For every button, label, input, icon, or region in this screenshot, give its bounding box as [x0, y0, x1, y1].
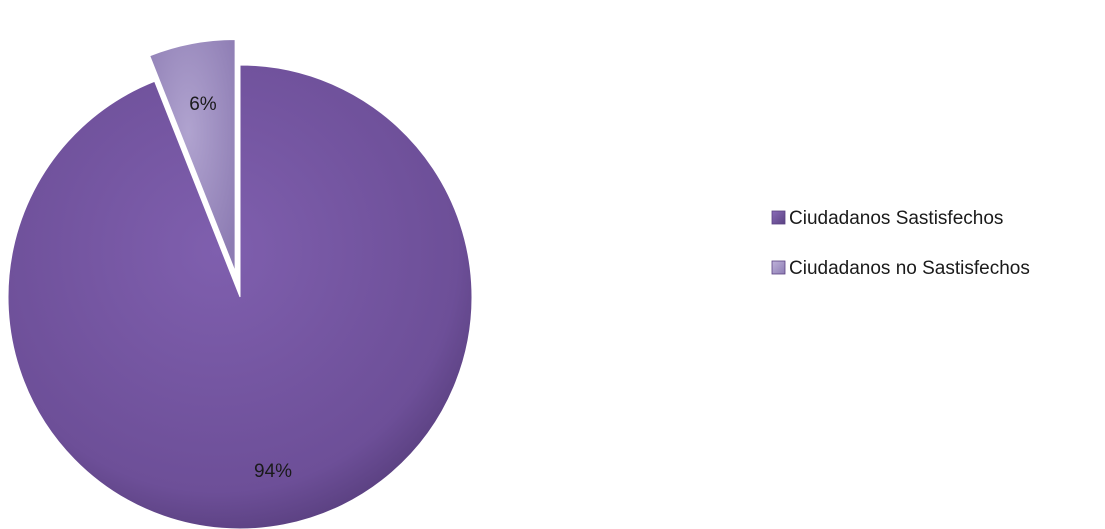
pie-slice-1: [149, 38, 236, 272]
legend-entry-1: Ciudadanos no Sastisfechos: [771, 258, 1030, 279]
legend-swatch-0: [771, 210, 786, 225]
pie-slice-label-0: 94%: [254, 461, 292, 482]
pie-slice-label-1: 6%: [189, 94, 217, 115]
pie-slice-0: [7, 64, 473, 529]
legend-label-1: Ciudadanos no Sastisfechos: [789, 258, 1030, 279]
legend-swatch-1: [771, 260, 786, 275]
legend: Ciudadanos Sastisfechos Ciudadanos no Sas…: [771, 208, 1030, 279]
legend-entry-0: Ciudadanos Sastisfechos: [771, 208, 1003, 229]
legend-label-0: Ciudadanos Sastisfechos: [789, 208, 1003, 229]
